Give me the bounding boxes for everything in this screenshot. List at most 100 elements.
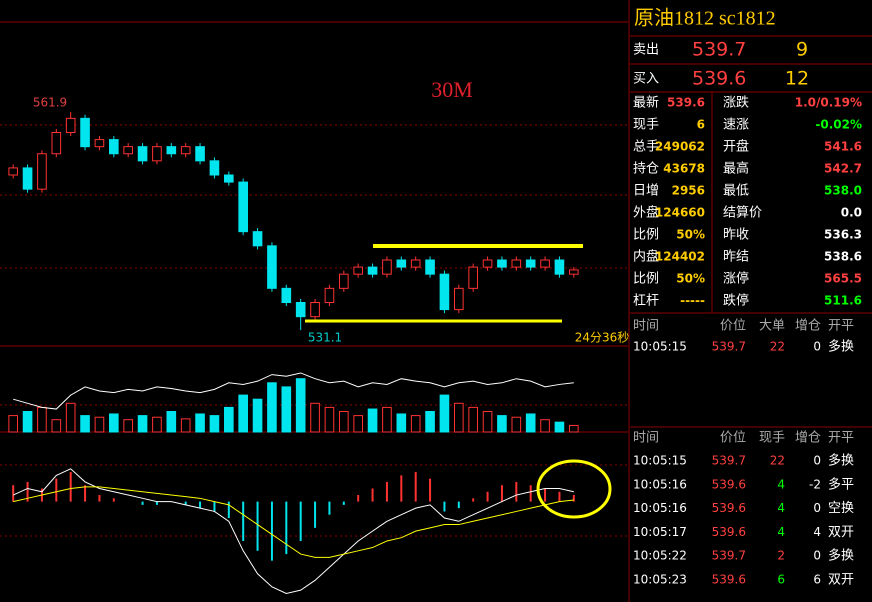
candle-body [295,302,306,318]
table-cell: 多换 [828,339,854,355]
table-cell: 10:05:22 [633,549,687,563]
period-label: 30M [431,77,473,102]
candle-body [468,266,478,289]
candle-body [37,153,47,190]
quote-label: 最低 [723,184,749,199]
candle-body [109,139,119,155]
volume-bar [224,406,234,433]
volume-bar [281,386,292,433]
low-label: 531.1 [308,331,342,345]
quote-value: 0.0 [841,206,862,220]
candle-body [267,245,277,289]
table-cell: 10:05:15 [633,454,687,468]
candle-body [353,266,363,275]
quote-value: 539.6 [667,96,705,110]
quote-value: 538.0 [824,184,862,198]
candle-body [281,287,292,304]
table-cell: 22 [770,454,785,468]
quote-label: 杠杆 [633,293,659,309]
candle-body [51,132,62,155]
table-header: 开平 [828,431,854,446]
candle-body [367,266,378,275]
table-cell: 22 [770,340,785,354]
table-cell: 双开 [828,573,854,588]
candle-body [569,269,579,275]
quote-label: 日增 [633,184,659,199]
candle-body [324,287,335,304]
candle-body [339,273,349,289]
volume-bar [238,394,248,433]
quote-label: 涨停 [723,271,749,287]
candle-body [94,139,105,148]
volume-bar [51,419,62,433]
table-cell: 6 [813,573,821,587]
quote-label: 总手 [633,140,659,155]
table-cell: 539.6 [712,477,746,491]
table-header: 增仓 [795,431,821,446]
table-header: 价位 [720,319,746,334]
quote-value: 124402 [655,250,705,264]
candle-body [65,117,76,134]
quote-value: 124660 [655,206,705,220]
table-cell: 0 [813,549,821,563]
table-cell: 双开 [828,525,854,540]
table-cell: 10:05:16 [633,501,687,515]
quote-value: 538.6 [824,250,862,264]
quote-label: 比例 [633,228,659,243]
candle-body [497,259,507,268]
table-cell: 539.6 [712,525,746,539]
high-label: 561.9 [33,96,67,110]
volume-bar [152,416,162,433]
candle-body [252,231,263,247]
table-header: 时间 [633,431,659,446]
table-cell: 多换 [828,548,854,564]
volume-bar [468,406,478,433]
volume-bar [540,419,550,433]
quote-label: 最高 [723,161,749,177]
candle-body [238,181,248,233]
quote-value: 6 [697,118,705,132]
volume-bar [166,411,177,433]
candle-body [224,174,234,183]
quote-value: 2956 [672,184,705,198]
quote-panel: 原油1812 sc1812 卖出 539.7 9 买入 539.6 12 最新 5… [630,7,872,588]
table-cell: 10:05:15 [633,340,687,354]
chart-area [8,111,579,594]
volume-bar [497,415,507,433]
table-header: 现手 [759,431,785,446]
candle-body [482,259,493,268]
candle-body [454,287,464,311]
candle-body [209,160,220,176]
table-cell: 10:05:23 [633,573,687,587]
volume-bar [367,408,378,433]
quote-label: 内盘 [633,249,659,265]
quote-label: 跌停 [723,293,749,309]
table-header: 时间 [633,319,659,334]
table-cell: 0 [813,454,821,468]
volume-bar [425,411,435,433]
countdown: 24分36秒 [575,331,630,345]
volume-bar [137,415,148,433]
candle-body [123,146,133,155]
volume-bar [209,415,220,433]
candle-body [180,146,191,155]
candle-body [540,259,550,268]
table-cell: 4 [777,501,785,515]
volume-bar [65,402,76,433]
quote-value: 536.3 [824,228,862,242]
volume-bar [123,419,133,433]
table-cell: 10:05:17 [633,525,687,539]
volume-bar [439,394,450,433]
candle-body [310,302,320,318]
volume-bar [37,406,47,433]
volume-bar [180,418,191,433]
candle-body [410,259,421,268]
quote-value: ----- [680,294,705,308]
table-cell: 6 [777,573,785,587]
quote-value: -0.02% [815,118,862,132]
quote-label: 现手 [633,118,659,133]
bid-price: 539.6 [692,68,746,90]
macd-dif-line [12,468,574,594]
